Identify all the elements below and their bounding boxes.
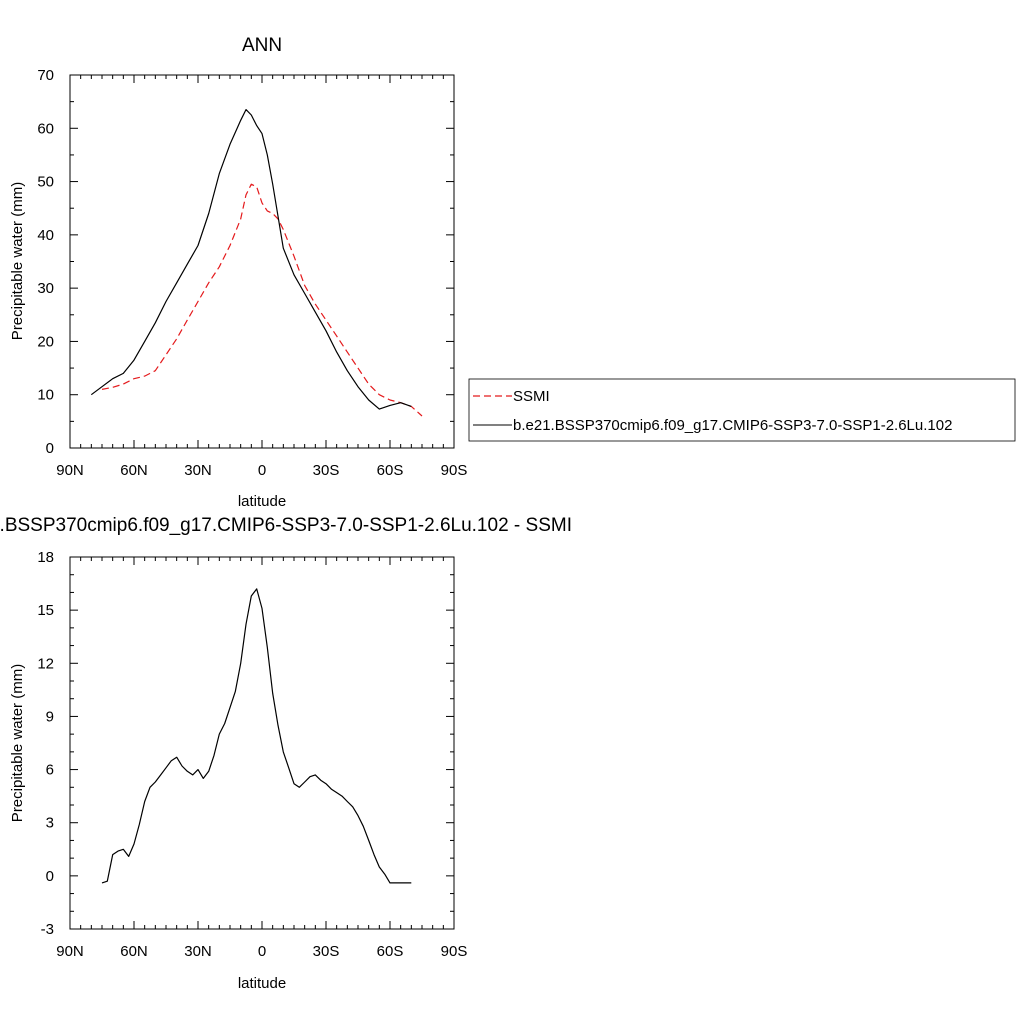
ticks-layer: 90N 60N 30N 0 30S 60S 90S -3 0 3 6 9 12 15 18 [37,549,467,960]
y-axis-label: Precipitable water (mm) [9,664,26,822]
panel-difference: b.e21.BSSP370cmip6.f09_g17.CMIP6-SSP3-7.… [0,515,572,992]
legend: SSMI b.e21.BSSP370cmip6.f09_g17.CMIP6-SS… [468,378,1016,442]
x-tick-label: 60S [377,943,404,960]
plot-frame [69,74,455,449]
x-tick-label: 30S [313,943,340,960]
x-tick-label: 90N [56,462,84,479]
x-tick-label: 30N [184,943,212,960]
y-axis-label: Precipitable water (mm) [9,182,26,340]
x-tick-label: 60N [120,462,148,479]
x-tick-label: 60N [120,943,148,960]
x-axis-label: latitude [238,975,286,992]
chart-title: b.e21.BSSP370cmip6.f09_g17.CMIP6-SSP3-7.… [0,515,572,536]
y-tick-label: 60 [37,120,54,137]
x-tick-label: 90S [441,943,468,960]
x-tick-label: 0 [258,943,266,960]
y-tick-label: 9 [46,708,54,725]
x-tick-label: 90N [56,943,84,960]
series-line-model [90,108,412,410]
y-tick-label: 18 [37,549,54,566]
y-tick-label: 30 [37,280,54,297]
chart-title: ANN [242,35,282,56]
y-tick-label: 70 [37,67,54,84]
y-tick-label: 6 [46,762,54,779]
y-tick-label: 10 [37,387,54,404]
y-tick-label: 0 [46,868,54,885]
y-tick-label: 20 [37,333,54,350]
y-tick-label: 15 [37,602,54,619]
y-tick-label: 12 [37,655,54,672]
series-layer [90,108,423,417]
legend-label-ssmi: SSMI [513,388,550,405]
x-axis-label: latitude [238,493,286,510]
series-line-ssmi [101,183,423,417]
y-tick-label: 40 [37,227,54,244]
series-line-difference [101,588,412,884]
x-tick-label: 30N [184,462,212,479]
series-layer [101,588,412,884]
x-tick-label: 90S [441,462,468,479]
y-tick-label: 0 [46,440,54,457]
legend-frame [468,378,1016,442]
legend-label-model: b.e21.BSSP370cmip6.f09_g17.CMIP6-SSP3-7.… [513,417,952,434]
x-tick-label: 0 [258,462,266,479]
x-tick-label: 60S [377,462,404,479]
y-tick-label: -3 [41,921,54,938]
y-tick-label: 3 [46,815,54,832]
panel-annual-mean: ANN 90N 60N 30N 0 30S 60S 90S 0 10 20 30 40 50 60 70 P… [9,35,1016,510]
x-tick-label: 30S [313,462,340,479]
y-tick-label: 50 [37,174,54,191]
ticks-layer: 90N 60N 30N 0 30S 60S 90S 0 10 20 30 40 50 60 70 [37,67,467,479]
